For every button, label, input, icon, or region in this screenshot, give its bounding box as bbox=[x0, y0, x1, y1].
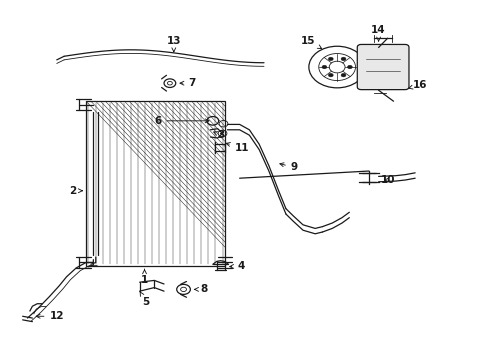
Text: 9: 9 bbox=[279, 162, 297, 172]
Circle shape bbox=[340, 73, 345, 77]
Text: 10: 10 bbox=[380, 175, 395, 185]
Text: 12: 12 bbox=[36, 311, 64, 321]
Text: 13: 13 bbox=[166, 36, 181, 52]
Circle shape bbox=[347, 65, 351, 69]
Text: 5: 5 bbox=[140, 291, 149, 307]
Text: 3: 3 bbox=[213, 130, 224, 140]
Text: 8: 8 bbox=[194, 284, 207, 294]
Text: 15: 15 bbox=[300, 36, 321, 49]
Circle shape bbox=[340, 57, 345, 61]
Circle shape bbox=[327, 57, 332, 61]
FancyBboxPatch shape bbox=[357, 44, 408, 90]
Circle shape bbox=[321, 65, 326, 69]
Text: 1: 1 bbox=[141, 269, 148, 285]
Text: 4: 4 bbox=[229, 261, 244, 271]
Text: 6: 6 bbox=[154, 116, 208, 126]
Text: 2: 2 bbox=[69, 186, 82, 196]
Text: 16: 16 bbox=[408, 80, 427, 90]
Circle shape bbox=[327, 73, 332, 77]
Text: 7: 7 bbox=[180, 78, 195, 88]
Text: 11: 11 bbox=[226, 143, 249, 153]
Text: 14: 14 bbox=[370, 25, 385, 41]
